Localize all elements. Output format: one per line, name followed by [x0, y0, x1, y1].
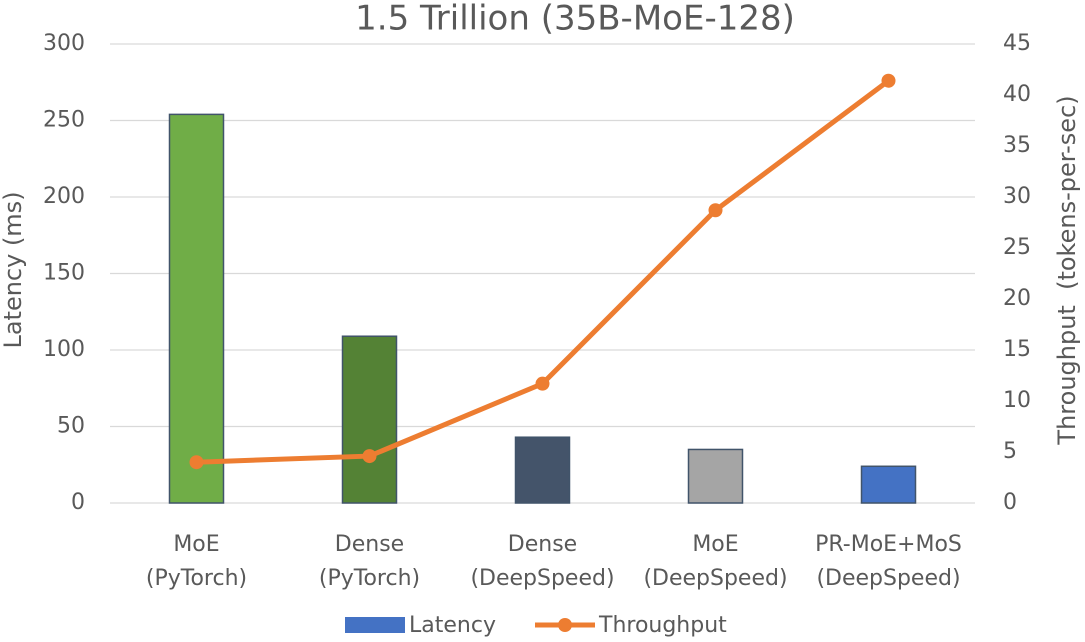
y-tick-label: 200: [43, 184, 85, 209]
y2-tick-label: 20: [1003, 286, 1031, 311]
y2-tick-label: 25: [1003, 235, 1031, 260]
y2-tick-label: 30: [1003, 184, 1031, 209]
x-tick-label: PR-MoE+MoS (DeepSpeed): [815, 532, 962, 591]
y-tick-label: 300: [43, 31, 85, 56]
legend-marker: [558, 618, 572, 632]
y-tick-label: 100: [43, 337, 85, 362]
chart-title: 1.5 Trillion (35B-MoE-128): [355, 0, 795, 39]
legend-item: Latency: [345, 613, 496, 638]
y2-tick-label: 35: [1003, 133, 1031, 158]
y-axis-label: Latency (ms): [0, 191, 27, 348]
y2-tick-label: 5: [1003, 439, 1017, 464]
y2-tick-label: 0: [1003, 490, 1017, 515]
x-tick-label: Dense (DeepSpeed): [470, 532, 614, 591]
point: [189, 455, 204, 470]
y2-tick-label: 15: [1003, 337, 1031, 362]
y-tick-label: 250: [43, 108, 85, 133]
y2-tick-label: 45: [1003, 31, 1031, 56]
legend-item: Throughput: [535, 613, 727, 638]
x-tick-label: MoE (DeepSpeed): [643, 532, 787, 591]
y-tick-label: 50: [57, 414, 85, 439]
legend-label: Latency: [409, 613, 496, 638]
line: [196, 78, 890, 465]
bar: [341, 335, 398, 504]
point: [535, 376, 550, 391]
legend-swatch: [345, 617, 405, 633]
y2-tick-label: 40: [1003, 82, 1031, 107]
point: [881, 73, 896, 88]
y2-tick-label: 10: [1003, 388, 1031, 413]
x-tick-label: Dense (PyTorch): [319, 532, 420, 591]
bar: [514, 436, 571, 504]
point: [362, 449, 377, 464]
y-tick-label: 150: [43, 261, 85, 286]
y2-axis-label: Throughput (tokens-per-sec): [1053, 95, 1081, 445]
legend-label: Throughput: [598, 613, 727, 638]
y-tick-label: 0: [71, 490, 85, 515]
x-tick-label: MoE (PyTorch): [146, 532, 247, 591]
point: [708, 203, 723, 218]
bar: [687, 448, 744, 504]
bar: [860, 465, 917, 504]
bar: [168, 113, 225, 504]
